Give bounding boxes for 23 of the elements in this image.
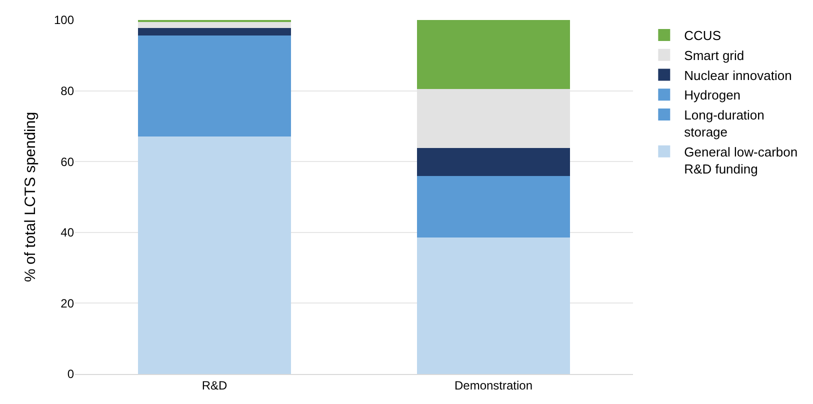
y-tick-label: 60 <box>60 154 74 169</box>
y-tick-label: 20 <box>60 296 74 310</box>
y-tick-label: 0 <box>67 367 74 382</box>
bar <box>416 148 570 176</box>
bar <box>138 22 292 28</box>
legend-label: Smart grid <box>684 48 744 63</box>
legend-label: General low-carbon R&D funding <box>684 144 798 176</box>
x-tick-label: R&D <box>202 378 228 392</box>
legend-label: Long-duration storage <box>684 108 764 140</box>
bar <box>138 28 292 36</box>
bar <box>416 20 570 90</box>
bar <box>416 176 570 238</box>
y-tick-label: 100 <box>54 13 74 28</box>
legend-label: CCUS <box>684 28 722 44</box>
y-tick-label: 80 <box>60 84 74 98</box>
legend-label: Nuclear innovation <box>684 68 792 83</box>
y-axis-title: % of total LCTS spending <box>22 112 39 282</box>
x-tick-label: Demonstration <box>454 378 533 392</box>
legend-label: Hydrogen <box>684 88 741 103</box>
bar <box>138 136 292 374</box>
bar <box>138 36 292 136</box>
bar <box>416 238 570 374</box>
y-tick-label: 40 <box>60 226 74 240</box>
